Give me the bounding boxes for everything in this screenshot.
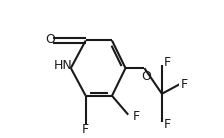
Text: F: F [181,78,188,91]
Text: O: O [141,70,151,83]
Text: F: F [133,110,140,123]
Text: O: O [45,33,55,46]
Text: HN: HN [54,59,73,72]
Text: F: F [163,56,170,69]
Text: F: F [163,118,170,131]
Text: F: F [82,123,89,136]
